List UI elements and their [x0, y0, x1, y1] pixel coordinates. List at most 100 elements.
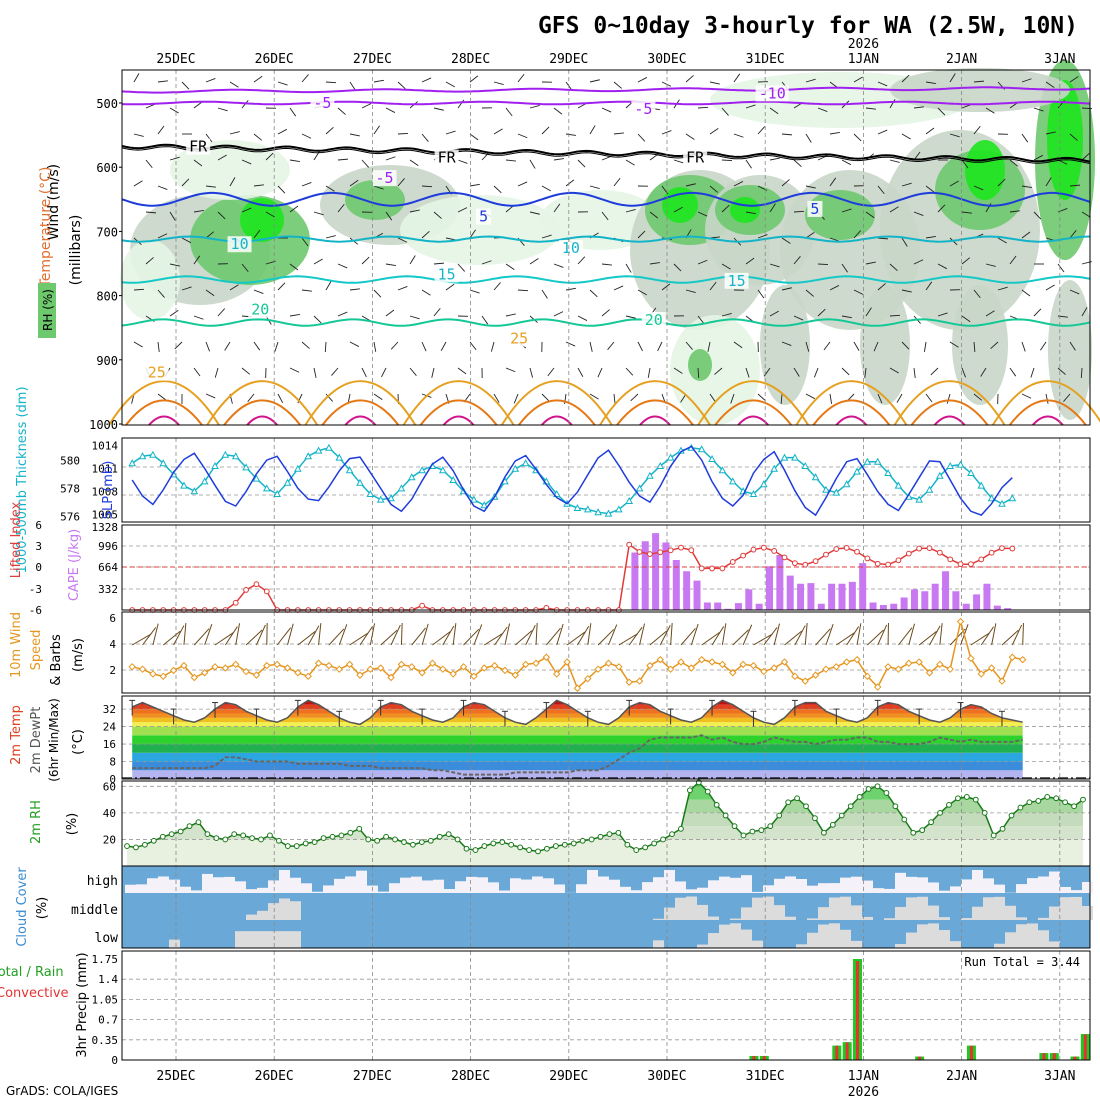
temp-tick: 0: [109, 773, 116, 786]
panel-frame-wind10m: [121, 611, 1091, 694]
cloud-middle: [752, 897, 763, 920]
contour-label-bg: [558, 240, 583, 257]
wind-barb: [865, 307, 872, 317]
wind10-point: [998, 677, 1006, 685]
wind-barb: [349, 288, 360, 291]
wind10-point: [987, 664, 996, 672]
wind-barb: [145, 211, 157, 214]
wind-barb: [505, 159, 516, 162]
lifted-index-line-point: [802, 561, 809, 568]
cloud-low: [840, 929, 851, 948]
wind-barb: [817, 263, 829, 265]
wind10-barb: [628, 626, 643, 646]
cloud-middle: [895, 906, 906, 920]
wind10-point: [801, 677, 809, 685]
wind-barb: [589, 341, 593, 352]
cloud-high: [708, 880, 719, 893]
wind-barb: [289, 263, 299, 271]
rh-line-point: [383, 833, 390, 840]
wind-barb: [481, 260, 492, 265]
cape-bar: [797, 583, 805, 610]
wind10-point: [635, 677, 644, 685]
wind10-barb: [142, 627, 157, 646]
wind10-barb: [639, 623, 646, 646]
rh-line-point: [990, 832, 997, 839]
wind-barb: [169, 156, 180, 161]
wind10-barb: [566, 631, 586, 646]
wind10-barb: [245, 629, 263, 646]
rh-line-point: [686, 787, 693, 794]
wind10-point: [842, 658, 851, 666]
cape-bar: [714, 602, 722, 610]
cloud-high: [884, 888, 895, 893]
thickness-line-point: [822, 485, 830, 493]
wind10-point: [252, 671, 261, 679]
wind-barb: [373, 393, 383, 400]
x-label-bottom: 30DEC: [647, 1069, 686, 1084]
wind-barb: [973, 185, 984, 191]
wind10-barb: [773, 623, 780, 646]
cape-bar: [683, 571, 691, 610]
wind10-point: [387, 673, 395, 682]
cloud-low: [708, 933, 719, 948]
wind-barb: [469, 289, 480, 294]
rh-line-point: [919, 827, 926, 834]
rh-line-point: [258, 836, 264, 843]
contour-25: [795, 380, 908, 426]
rh-line-point: [812, 815, 818, 822]
rh-line-point: [803, 803, 809, 810]
cloud-high: [224, 876, 235, 893]
ylabel-cape: CAPE (J/kg): [67, 529, 82, 601]
wind10-point: [532, 659, 540, 667]
cape-bar: [869, 602, 877, 610]
contour-30: [223, 399, 301, 426]
wind10-barb: [349, 632, 369, 646]
cloud-low: [257, 931, 268, 948]
wind-barb: [214, 367, 219, 378]
wind-barb: [805, 289, 814, 297]
cloud-middle: [884, 918, 895, 920]
cloud-low: [246, 931, 257, 948]
wind10-barb: [514, 630, 533, 646]
thickness-line-point: [283, 478, 292, 486]
cape-bar: [952, 591, 960, 610]
wind-barb: [973, 393, 983, 401]
wind-barb: [805, 185, 816, 189]
lifted-index-line-point: [419, 602, 426, 609]
wind-barb: [224, 341, 231, 351]
wind-barb: [889, 367, 899, 374]
lifted-index-line-point: [988, 549, 995, 556]
precip-convective-bar: [856, 961, 860, 1060]
contour-25: [599, 380, 711, 426]
wind-barb: [301, 341, 310, 349]
thickness-line-point: [604, 509, 613, 517]
run-total: Run Total = 3.44: [964, 955, 1080, 969]
rh-line-point: [669, 831, 675, 838]
wind10-point: [956, 617, 965, 626]
wind-barb: [709, 393, 716, 403]
wind-barb: [277, 81, 288, 86]
wind-barb: [780, 393, 783, 405]
cloud-high: [807, 885, 818, 893]
cloud-low: [1027, 923, 1038, 948]
wind10-barb: [846, 626, 860, 646]
cloud-high: [554, 884, 565, 893]
wind-barb: [325, 235, 336, 239]
wind10-barb: [152, 623, 159, 646]
wind10-point: [149, 670, 157, 678]
cloud-middle: [807, 918, 818, 920]
wind-barb: [397, 285, 408, 291]
cloud-high: [895, 872, 906, 893]
wind-barb: [157, 341, 160, 352]
rh-line-point: [499, 839, 506, 845]
wind-barb: [553, 263, 564, 268]
wind-barb: [397, 237, 408, 243]
precip-tick: 0.7: [98, 1014, 118, 1027]
contour-35: [933, 415, 966, 426]
wind10-point: [263, 661, 271, 670]
wind-barb: [707, 341, 711, 352]
x-label-top: 27DEC: [353, 52, 392, 67]
rh-line-point: [177, 828, 184, 835]
wind-barb: [325, 81, 337, 84]
lifted-index-line-point: [657, 549, 664, 556]
